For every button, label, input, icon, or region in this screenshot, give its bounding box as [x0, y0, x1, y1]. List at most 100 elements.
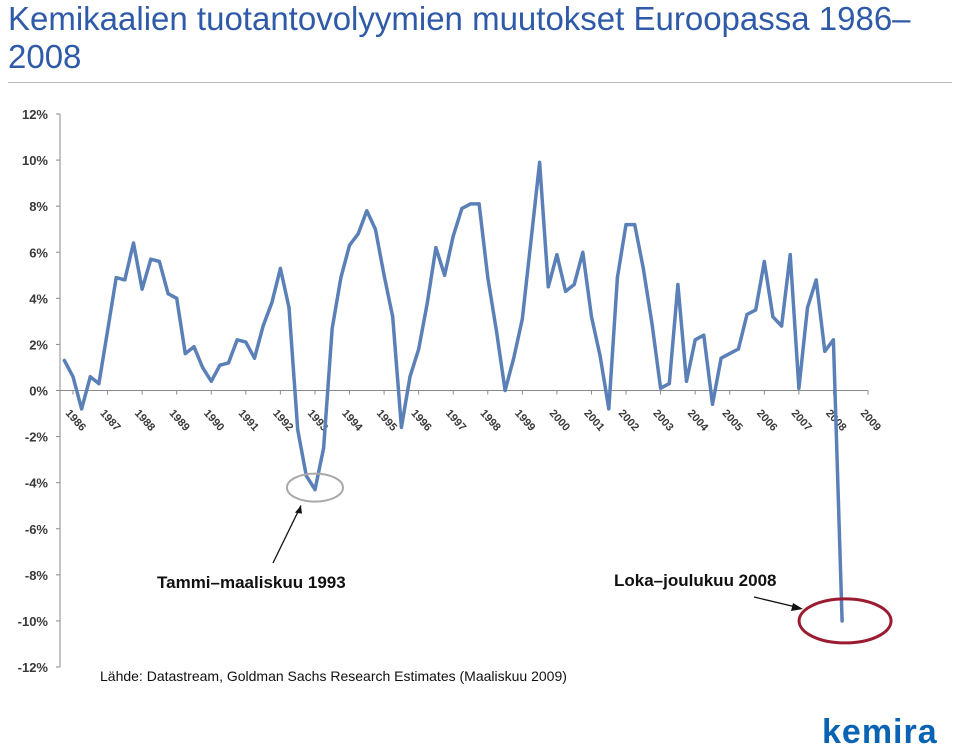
data-point: [244, 340, 248, 344]
y-tick-label: 10%: [22, 153, 48, 168]
annotation-arrow-2008: [753, 596, 797, 608]
data-point: [780, 324, 784, 328]
data-point: [131, 241, 136, 245]
data-point: [339, 276, 343, 280]
data-point: [676, 282, 680, 287]
data-point: [287, 306, 291, 310]
data-point: [365, 209, 369, 213]
data-point: [529, 239, 533, 243]
data-point: [373, 227, 377, 231]
data-point: [615, 276, 620, 280]
data-point: [140, 287, 144, 291]
data-point: [226, 361, 231, 365]
data-point: [347, 243, 352, 247]
kemira-logo: kemira: [822, 713, 938, 751]
arrow-head-1993: [294, 505, 302, 514]
data-point: [296, 428, 300, 432]
y-tick-label: 0%: [29, 384, 48, 399]
x-tick-label: 2000: [547, 407, 572, 433]
data-point: [391, 315, 395, 319]
x-tick-label: 1995: [374, 407, 399, 433]
data-point: [589, 315, 594, 319]
data-point: [538, 160, 542, 164]
x-tick-label: 1989: [166, 407, 191, 433]
data-point: [771, 315, 775, 319]
title-divider: [8, 82, 952, 83]
data-point: [607, 407, 611, 411]
x-tick-label: 1994: [339, 407, 365, 434]
data-point: [183, 352, 187, 356]
data-point: [218, 363, 222, 367]
y-tick-label: -6%: [25, 522, 49, 537]
y-tick-label: 2%: [29, 337, 48, 352]
data-point: [650, 322, 654, 326]
x-tick-label: 1990: [201, 407, 226, 433]
data-point: [106, 329, 110, 333]
data-point: [486, 276, 490, 280]
data-point: [322, 446, 326, 450]
data-point: [434, 246, 438, 250]
data-point: [149, 257, 153, 261]
data-point: [512, 356, 516, 360]
data-point: [330, 326, 334, 330]
data-point: [408, 375, 412, 379]
annotation-label-2008: Loka–joulukuu 2008: [614, 571, 777, 590]
data-point: [684, 379, 689, 383]
x-tick-label: 2003: [650, 407, 675, 433]
data-point: [451, 234, 455, 238]
x-tick-label: 2005: [720, 407, 745, 433]
data-point: [460, 206, 464, 211]
series-group: [62, 160, 844, 623]
data-point: [564, 289, 568, 293]
arrow-head-2008: [791, 603, 803, 611]
annotation-arrow-1993: [272, 505, 302, 564]
data-point: [710, 402, 715, 406]
x-tick-label: 1992: [270, 407, 295, 433]
data-point: [823, 349, 827, 353]
data-point: [702, 333, 706, 337]
data-point: [209, 379, 213, 383]
data-point: [192, 345, 196, 349]
data-point: [598, 354, 602, 358]
x-tick-label: 2004: [685, 407, 711, 434]
data-point: [399, 425, 403, 429]
data-point: [468, 202, 473, 206]
data-point: [175, 296, 179, 300]
y-tick-label: 6%: [29, 245, 48, 260]
y-tick-label: 12%: [22, 107, 48, 122]
x-tick-label: 2006: [754, 407, 779, 433]
data-point: [503, 388, 507, 393]
data-point: [814, 278, 818, 282]
x-axis: 1986 1987 1988 1989 1990 1991 1992 1993 1994 1995…: [60, 390, 883, 434]
x-tick-label: 1997: [443, 407, 468, 433]
data-point: [728, 352, 732, 356]
data-point: [840, 619, 844, 623]
y-tick-label: -2%: [25, 430, 49, 445]
data-point: [624, 223, 628, 227]
x-tick-label: 2009: [858, 407, 883, 433]
data-point: [88, 375, 92, 379]
data-point: [719, 356, 723, 360]
data-point: [754, 308, 758, 312]
y-tick-label: -10%: [18, 614, 49, 629]
x-tick-label: 1998: [478, 407, 503, 433]
data-point: [123, 278, 127, 282]
x-tick-label: 2002: [616, 407, 641, 433]
data-point: [270, 301, 274, 305]
data-point: [572, 282, 576, 287]
annotation-label-1993: Tammi–maaliskuu 1993: [157, 573, 346, 592]
highlight-ellipse-1993: [285, 472, 344, 503]
data-point: [62, 358, 66, 363]
data-point: [659, 386, 663, 390]
data-point: [356, 232, 360, 236]
annotations-group: Tammi–maaliskuu 1993 Loka–joulukuu 2008: [157, 472, 893, 645]
data-point: [520, 317, 524, 321]
data-point: [80, 407, 84, 411]
x-tick-label: 1988: [132, 407, 157, 433]
data-point: [313, 488, 317, 492]
x-tick-label: 1996: [408, 407, 433, 433]
data-point: [736, 347, 741, 351]
data-point: [633, 223, 637, 227]
x-tick-label: 1999: [512, 407, 537, 433]
